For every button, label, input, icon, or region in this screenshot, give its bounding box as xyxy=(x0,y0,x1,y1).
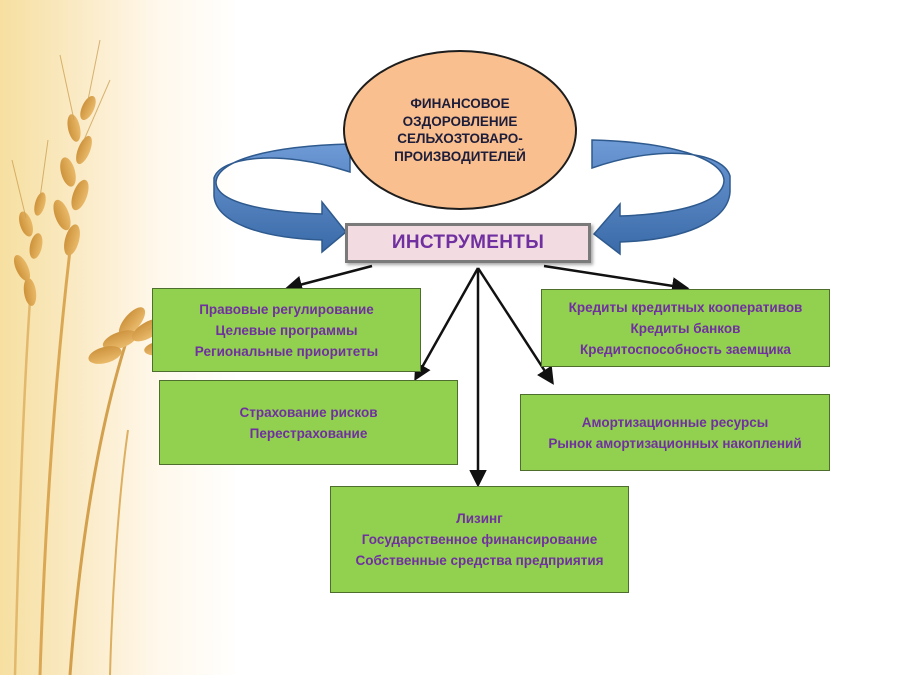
insurance-line-2: Перестрахование xyxy=(249,425,368,441)
leasing-line-3: Собственные средства предприятия xyxy=(355,553,604,568)
legal-box: Правовые регулирование Целевые программы… xyxy=(152,288,421,372)
instruments-label: ИНСТРУМЕНТЫ xyxy=(391,232,545,253)
insurance-line-1: Страхование рисков xyxy=(239,404,378,420)
credit-line-2: Кредиты банков xyxy=(630,320,741,336)
arrow-to-insurance xyxy=(414,267,480,382)
left-curved-arrow xyxy=(213,143,351,254)
center-line-1: ФИНАНСОВОЕ xyxy=(410,96,510,111)
insurance-box: Страхование рисков Перестрахование xyxy=(159,380,458,465)
arrow-to-credit xyxy=(543,264,690,295)
center-goal-ellipse: ФИНАНСОВОЕ ОЗДОРОВЛЕНИЕ СЕЛЬХОЗТОВАРО- П… xyxy=(343,50,577,210)
instruments-box: ИНСТРУМЕНТЫ xyxy=(345,223,591,263)
right-curved-arrow xyxy=(591,139,731,256)
amortization-line-1: Амортизационные ресурсы xyxy=(581,414,769,430)
center-line-2: ОЗДОРОВЛЕНИЕ xyxy=(402,113,518,129)
arrow-to-amortization xyxy=(476,267,554,385)
amortization-box: Амортизационные ресурсы Рынок амортизаци… xyxy=(520,394,830,471)
legal-line-2: Целевые программы xyxy=(215,322,358,338)
amortization-line-2: Рынок амортизационных накоплений xyxy=(548,435,802,451)
center-line-3: СЕЛЬХОЗТОВАРО- xyxy=(397,131,523,146)
credit-box: Кредиты кредитных кооперативов Кредиты б… xyxy=(541,289,830,367)
leasing-line-1: Лизинг xyxy=(456,511,503,526)
credit-line-3: Кредитоспособность заемщика xyxy=(580,341,791,357)
center-goal-text: ФИНАНСОВОЕ ОЗДОРОВЛЕНИЕ СЕЛЬХОЗТОВАРО- П… xyxy=(385,95,535,165)
legal-line-1: Правовые регулирование xyxy=(199,301,374,317)
credit-line-1: Кредиты кредитных кооперативов xyxy=(568,299,803,315)
leasing-box: Лизинг Государственное финансирование Со… xyxy=(330,486,629,593)
center-line-4: ПРОИЗВОДИТЕЛЕЙ xyxy=(394,148,526,164)
leasing-line-2: Государственное финансирование xyxy=(361,532,598,547)
legal-line-3: Региональные приоритеты xyxy=(194,343,379,359)
arrow-to-legal xyxy=(284,264,373,293)
